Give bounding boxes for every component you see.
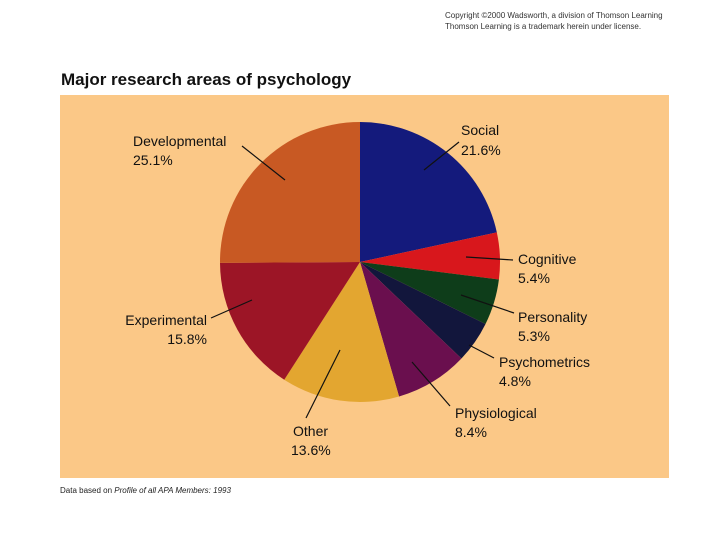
pie-slice-other (284, 262, 400, 402)
leader-line-physiological (411, 361, 451, 407)
slice-percent-cognitive: 5.4% (518, 270, 550, 286)
copyright-line-2: Thomson Learning is a trademark herein u… (445, 22, 642, 31)
leader-line-cognitive (465, 256, 514, 261)
slice-name-experimental: Experimental (125, 312, 207, 328)
slice-percent-physiological: 8.4% (455, 424, 487, 440)
slice-percent-developmental: 25.1% (133, 152, 173, 168)
source-title: Profile of all APA Members: 1993 (114, 486, 231, 495)
leader-line-other (305, 349, 341, 419)
slice-name-other: Other (293, 423, 328, 439)
slice-percent-experimental: 15.8% (167, 331, 207, 347)
source-prefix: Data based on (60, 486, 115, 495)
slice-percent-social: 21.6% (461, 142, 501, 158)
copyright-notice: Copyright ©2000 Wadsworth, a division of… (445, 10, 663, 32)
pie-slice-psychometrics (360, 262, 486, 359)
leader-line-personality (460, 294, 515, 314)
chart-title: Major research areas of psychology (61, 70, 352, 89)
slice-percent-personality: 5.3% (518, 328, 550, 344)
slice-name-personality: Personality (518, 309, 587, 325)
slice-name-social: Social (461, 122, 499, 138)
leader-line-social (423, 141, 460, 171)
leader-line-developmental (241, 145, 286, 181)
pie-slice-physiological (360, 262, 462, 397)
slice-percent-other: 13.6% (291, 442, 331, 458)
slice-name-physiological: Physiological (455, 405, 537, 421)
slice-percent-psychometrics: 4.8% (499, 373, 531, 389)
slice-name-cognitive: Cognitive (518, 251, 577, 267)
pie-slice-cognitive (360, 232, 501, 280)
leader-line-psychometrics (468, 344, 495, 359)
pie-slice-experimental (220, 262, 360, 380)
pie-slice-social (360, 121, 497, 262)
pie-slice-developmental (219, 121, 360, 263)
slice-name-developmental: Developmental (133, 133, 226, 149)
source-note: Data based on Profile of all APA Members… (60, 486, 231, 495)
copyright-line-1: Copyright ©2000 Wadsworth, a division of… (445, 11, 663, 20)
slice-name-psychometrics: Psychometrics (499, 354, 590, 370)
pie-slice-personality (360, 262, 499, 324)
leader-line-experimental (210, 299, 253, 319)
